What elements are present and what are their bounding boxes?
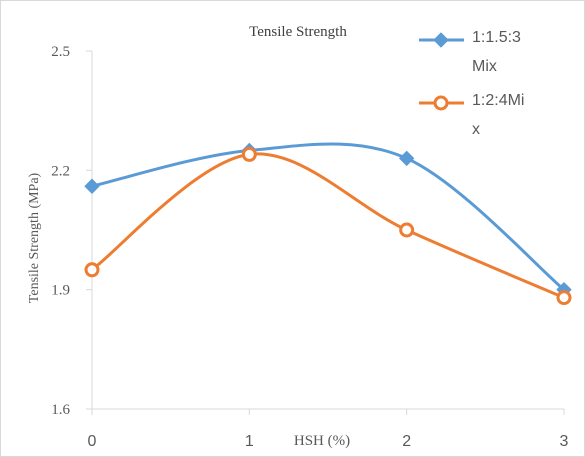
y-tick-label: 2.2 [51,163,70,179]
x-axis-title-background [281,427,365,451]
legend-label-1-line-2: Mix [472,58,497,75]
legend-item-2: 1:2:4Mi x [419,92,524,138]
legend-label-2-line-1: 1:2:4Mi [472,92,524,109]
y-axis-title: Tensile Strength (MPa) [27,172,42,303]
legend-marker-2 [433,95,449,111]
data-point-2-2 [241,146,257,162]
x-tick-label: 2 [402,433,411,450]
data-point-1-3 [398,150,415,167]
data-point-2-1 [84,262,100,278]
data-point-1-1 [84,178,100,194]
x-tick-label: 1 [245,433,254,450]
series-line-1 [90,142,566,292]
y-tick-label: 1.9 [51,283,70,299]
x-axis-title: HSH (%) [294,433,350,449]
x-tick-label: 0 [88,433,97,450]
data-point-2-4 [556,290,572,306]
series-2 [84,146,572,306]
x-tick-label: 3 [560,433,569,450]
y-tick-label: 1.6 [51,402,70,418]
y-tick-label: 2.5 [51,44,70,60]
chart-title: Tensile Strength [249,24,347,40]
legend-marker-1 [433,32,449,48]
legend-label-2-line-2: x [472,121,480,138]
series-line-2 [90,152,566,300]
series-1 [84,142,572,298]
legend-label-1-line-1: 1:1.5:3 [472,29,521,46]
legend-item-1: 1:1.5:3 Mix [419,29,521,75]
data-point-2-3 [399,222,415,238]
